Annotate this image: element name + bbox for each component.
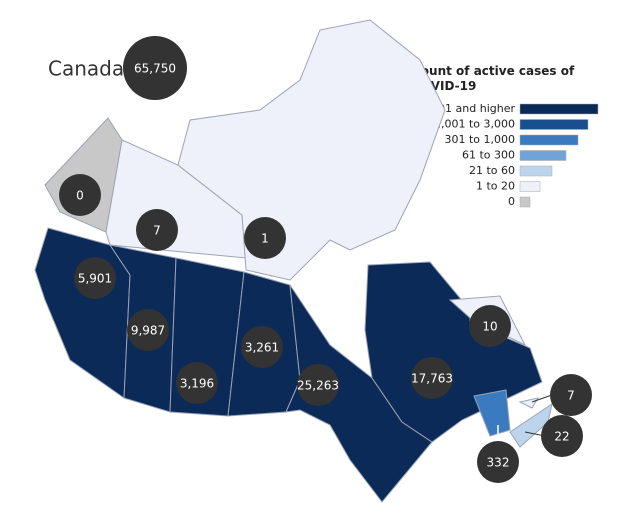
value-bubble bbox=[59, 174, 101, 216]
legend-swatch bbox=[519, 150, 567, 161]
region bbox=[177, 19, 446, 281]
value-label: 7 bbox=[567, 389, 575, 403]
value-bubble bbox=[241, 326, 283, 368]
legend-swatch bbox=[519, 165, 553, 177]
legend-label: 0 bbox=[508, 195, 515, 208]
leader-line bbox=[531, 394, 553, 403]
map-title: Canada bbox=[48, 57, 124, 81]
legend-label: 1,001 to 3,000 bbox=[434, 118, 515, 131]
value-bubble bbox=[176, 362, 218, 404]
value-label: 9,987 bbox=[131, 324, 165, 338]
value-bubble bbox=[74, 257, 116, 299]
value-label: 25,263 bbox=[297, 379, 339, 393]
value-label: 1 bbox=[261, 232, 269, 246]
legend-swatch bbox=[519, 196, 531, 208]
region bbox=[518, 397, 540, 409]
legend-swatch bbox=[519, 119, 589, 130]
legend-swatch bbox=[519, 134, 579, 146]
value-label: 17,763 bbox=[411, 372, 453, 386]
value-bubble bbox=[541, 415, 583, 457]
value-bubble bbox=[550, 374, 592, 416]
legend-swatch bbox=[519, 103, 599, 115]
legend-label: 1 to 20 bbox=[476, 180, 515, 193]
value-label: 5,901 bbox=[78, 272, 112, 286]
total-bubble bbox=[123, 36, 187, 100]
value-label: 10 bbox=[482, 320, 497, 334]
legend-label: 301 to 1,000 bbox=[444, 133, 515, 146]
legend-swatch bbox=[519, 181, 541, 192]
region bbox=[473, 389, 511, 437]
value-label: 3,261 bbox=[245, 341, 279, 355]
legend-title: Count of active cases of bbox=[412, 64, 575, 78]
value-bubble bbox=[297, 364, 339, 406]
value-label: 332 bbox=[487, 456, 510, 470]
legend-label: 21 to 60 bbox=[469, 164, 515, 177]
value-label: 22 bbox=[554, 430, 569, 444]
value-bubble bbox=[469, 305, 511, 347]
value-label: 3,196 bbox=[180, 377, 214, 391]
value-bubble bbox=[127, 309, 169, 351]
value-label: 0 bbox=[76, 189, 84, 203]
value-bubble bbox=[411, 357, 453, 399]
value-bubble bbox=[244, 217, 286, 259]
value-label: 7 bbox=[153, 224, 161, 238]
value-bubble bbox=[477, 441, 519, 483]
total-label: 65,750 bbox=[134, 62, 176, 76]
bubbles: 0 7 1 5,901 9,987 3,196 3,261 25,263 17,763 10 7 22… bbox=[59, 174, 592, 483]
legend-label: 61 to 300 bbox=[462, 149, 515, 162]
value-bubble bbox=[136, 209, 178, 251]
region bbox=[285, 284, 433, 503]
